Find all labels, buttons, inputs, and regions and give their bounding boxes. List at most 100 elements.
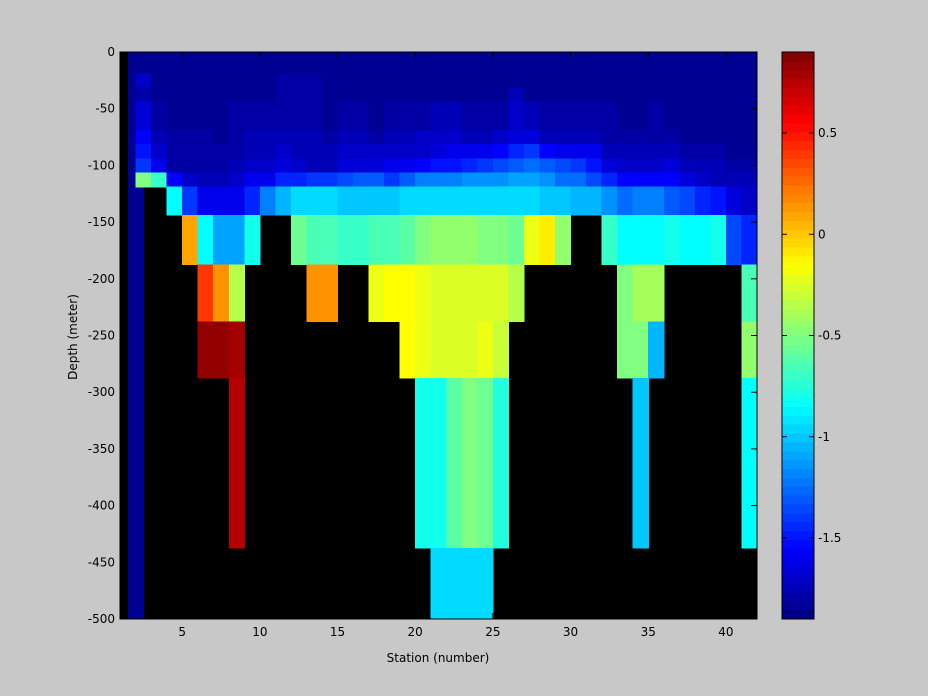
heatmap-cell (446, 491, 463, 521)
heatmap-cell (197, 61, 214, 74)
heatmap-cell (461, 172, 478, 188)
heatmap-cell (508, 236, 525, 266)
heatmap-cell (741, 73, 758, 89)
heatmap-cell (415, 87, 432, 103)
heatmap-cell (213, 264, 230, 294)
heatmap-cell (290, 61, 308, 74)
heatmap-cell (477, 186, 494, 202)
heatmap-cell (570, 87, 587, 103)
heatmap-cell (430, 576, 447, 606)
colorbar-segment (782, 441, 814, 452)
heatmap-cell (430, 200, 447, 216)
heatmap-cell (399, 172, 416, 188)
heatmap-cell (446, 576, 463, 606)
heatmap-cell (523, 200, 541, 216)
heatmap-cell (741, 463, 758, 493)
colorbar-segment (782, 114, 814, 124)
heatmap-cell (228, 349, 245, 379)
heatmap-cell (617, 321, 634, 351)
heatmap-cell (415, 434, 432, 464)
heatmap-cell (539, 186, 556, 202)
heatmap-cell (415, 215, 432, 237)
heatmap-cell (492, 349, 510, 379)
heatmap-cell (384, 215, 401, 237)
heatmap-cell (679, 186, 696, 202)
heatmap-cell (523, 236, 541, 266)
heatmap-cell (679, 236, 696, 266)
heatmap-cell (353, 186, 370, 202)
heatmap-cell (213, 292, 230, 322)
heatmap-cell (135, 172, 152, 188)
heatmap-cell (523, 87, 541, 103)
heatmap-cell (127, 236, 144, 266)
heatmap-cell (446, 61, 463, 74)
heatmap-cell (290, 236, 308, 266)
heatmap-cell (306, 144, 323, 159)
heatmap-cell (601, 215, 618, 237)
heatmap-cell (135, 52, 152, 63)
heatmap-cell (648, 129, 665, 145)
heatmap-cell (182, 73, 199, 89)
heatmap-cell (306, 292, 323, 322)
heatmap-cell (337, 52, 354, 63)
heatmap-cell (321, 129, 339, 145)
heatmap-cell (127, 548, 144, 578)
heatmap-cell (461, 158, 478, 174)
heatmap-cell (259, 186, 276, 202)
heatmap-cell (663, 73, 680, 89)
heatmap-cell (399, 115, 416, 131)
heatmap-cell (570, 172, 587, 188)
heatmap-cell (539, 215, 556, 237)
heatmap-cell (461, 463, 478, 493)
heatmap-cell (725, 200, 743, 216)
heatmap-cell (290, 158, 308, 174)
heatmap-cell (166, 87, 183, 103)
heatmap-cell (228, 52, 245, 63)
heatmap-cell (617, 52, 634, 63)
heatmap-cell (182, 144, 199, 159)
heatmap-cell (213, 52, 230, 63)
heatmap-cell (306, 200, 323, 216)
heatmap-cell (228, 129, 245, 145)
colorbar-segment (782, 264, 814, 275)
heatmap-cell (213, 215, 230, 237)
heatmap-cell (306, 264, 323, 294)
colorbar-segment (782, 69, 814, 80)
heatmap-cell (213, 158, 230, 174)
heatmap-cell (663, 61, 680, 74)
heatmap-cell (461, 115, 478, 131)
heatmap-cell (663, 215, 680, 237)
heatmap-cell (694, 172, 711, 188)
heatmap-cell (523, 61, 541, 74)
heatmap-cell (353, 101, 370, 117)
heatmap-cell (399, 236, 416, 266)
colorbar-segment (782, 610, 814, 620)
heatmap-cell (461, 491, 478, 521)
heatmap-cell (523, 52, 541, 63)
heatmap-cell (710, 101, 727, 117)
heatmap-cell (539, 87, 556, 103)
heatmap-cell (477, 463, 494, 493)
heatmap-cell (725, 73, 743, 89)
heatmap-cell (259, 172, 276, 188)
heatmap-cell (461, 434, 478, 464)
heatmap-cell (275, 144, 292, 159)
heatmap-cell (741, 434, 758, 464)
heatmap-cell (368, 158, 385, 174)
heatmap-cell (632, 200, 649, 216)
heatmap-cell (617, 200, 634, 216)
y-tick-label: -250 (88, 329, 115, 343)
heatmap-cell (477, 406, 494, 436)
colorbar-segment (782, 592, 814, 602)
colorbar-segment (782, 87, 814, 97)
heatmap-cell (244, 129, 261, 145)
heatmap-cell (275, 73, 292, 89)
heatmap-cell (477, 158, 494, 174)
heatmap-cell (244, 172, 261, 188)
heatmap-cell (213, 87, 230, 103)
heatmap-cell (228, 61, 245, 74)
heatmap-cell (182, 186, 199, 202)
heatmap-cell (632, 406, 649, 436)
heatmap-cell (415, 158, 432, 174)
heatmap-cells (127, 52, 758, 620)
